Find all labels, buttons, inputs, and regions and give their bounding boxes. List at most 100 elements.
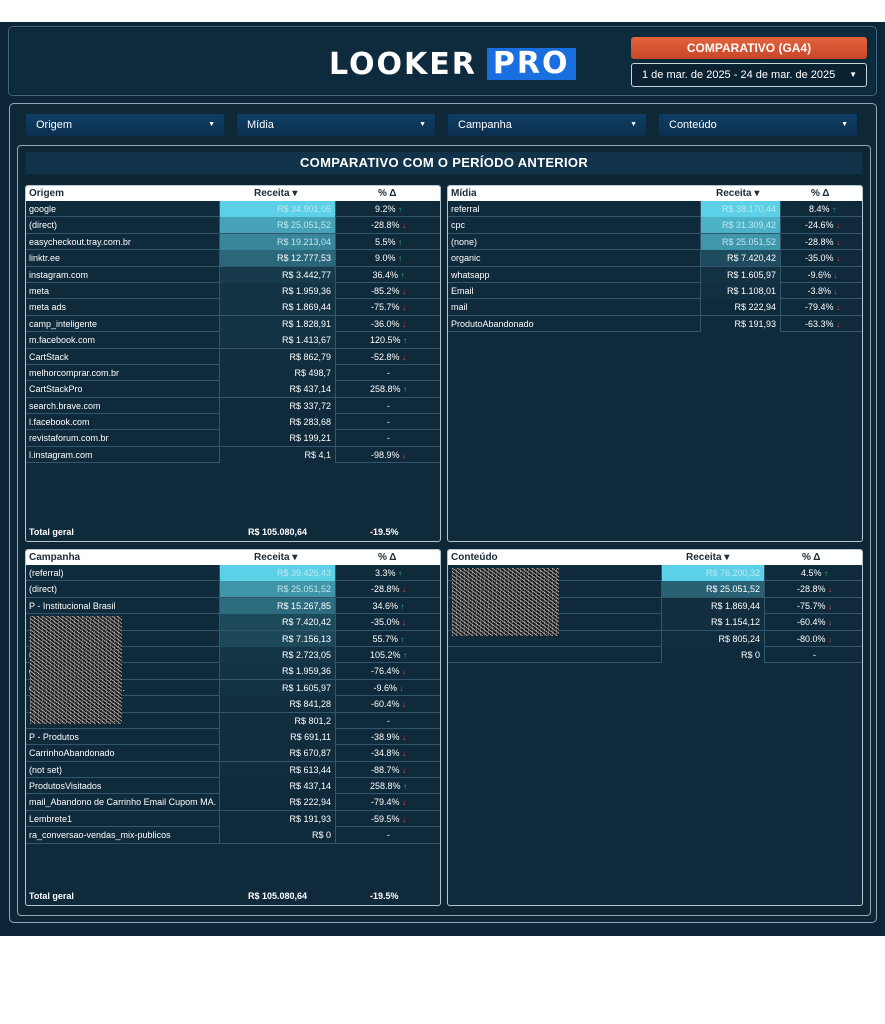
row-delta-value: 258.8% bbox=[369, 781, 401, 792]
table-row[interactable]: (referral) R$ 39.426,43 3.3% ↑ bbox=[26, 565, 440, 582]
filter-conteudo[interactable]: Conteúdo ▼ bbox=[659, 114, 857, 136]
table-row[interactable]: CartStack R$ 862,79 -52.8% ↓ bbox=[26, 348, 440, 365]
row-delta-value: -52.8% bbox=[370, 351, 400, 362]
filter-campanha[interactable]: Campanha ▼ bbox=[448, 114, 646, 136]
filter-origem[interactable]: Origem ▼ bbox=[26, 114, 224, 136]
table-row[interactable]: P - Institucional Brasil R$ 15.267,85 34.6… bbox=[26, 597, 440, 615]
filter-midia[interactable]: Mídia ▼ bbox=[237, 114, 435, 136]
row-dimension: (direct) bbox=[29, 584, 58, 595]
row-dimension: m.facebook.com bbox=[29, 335, 96, 346]
row-delta-value: -88.7% bbox=[370, 764, 400, 775]
row-delta-value: -79.4% bbox=[370, 797, 400, 808]
row-dimension: instagram.com bbox=[29, 269, 89, 280]
table-row[interactable]: R$ 801,2 - bbox=[26, 712, 440, 729]
arrow-up-icon: ↑ bbox=[824, 569, 829, 578]
row-revenue: R$ 1.605,97 bbox=[700, 266, 780, 283]
arrow-up-icon: ↑ bbox=[403, 385, 408, 395]
table-row[interactable]: R$ 7.420,42 -35.0% ↓ bbox=[26, 614, 440, 631]
table-row[interactable]: R$ 25.051,52 -28.8% ↓ bbox=[448, 581, 862, 598]
row-delta: - bbox=[335, 827, 440, 844]
row-delta: -28.8% ↓ bbox=[335, 581, 440, 598]
row-dimension: google bbox=[29, 204, 57, 214]
table-row[interactable]: l.facebook.com R$ 283,68 - bbox=[26, 414, 440, 431]
table-row[interactable]: mail R$ 222,94 -79.4% ↓ bbox=[448, 299, 862, 316]
table-header: Conteúdo Receita ▾ % Δ bbox=[448, 550, 862, 565]
table-row[interactable]: instagram.com R$ 3.442,77 36.4% ↑ bbox=[26, 266, 440, 283]
revenue-column-header[interactable]: Receita ▾ bbox=[254, 188, 298, 199]
total-revenue: R$ 105.080,64 bbox=[248, 527, 308, 537]
table-row[interactable]: search.brave.com R$ 337,72 - bbox=[26, 397, 440, 415]
delta-column-header[interactable]: % Δ bbox=[378, 552, 397, 563]
looker-pro-logo: LOOKER PRO bbox=[329, 45, 576, 83]
table-row[interactable]: P - Produtos R$ 691,11 -38.9% ↓ bbox=[26, 728, 440, 746]
delta-column-header[interactable]: % Δ bbox=[802, 552, 821, 563]
table-row[interactable]: google R$ 34.901,05 9.2% ↑ bbox=[26, 201, 440, 218]
dim-column-header[interactable]: Campanha bbox=[29, 552, 81, 563]
table-row[interactable]: Email R$ 1.108,01 -3.8% ↓ bbox=[448, 282, 862, 300]
revenue-column-header[interactable]: Receita ▾ bbox=[254, 552, 298, 563]
row-delta-value: 105.2% bbox=[369, 649, 401, 660]
table-row[interactable]: meta R$ 1.959,36 -85.2% ↓ bbox=[26, 282, 440, 300]
row-delta: 258.8% ↑ bbox=[335, 381, 440, 398]
table-row[interactable]: ProdutoAbandonado R$ 191,93 -63.3% ↓ bbox=[448, 315, 862, 333]
table-row[interactable]: R$ 1.154,12 -60.4% ↓ bbox=[448, 614, 862, 631]
table-row[interactable]: l.instagram.com R$ 4,1 -98.9% ↓ bbox=[26, 446, 440, 464]
row-delta-value: - bbox=[387, 715, 390, 726]
row-delta-value: -36.0% bbox=[370, 318, 400, 329]
revenue-column-header[interactable]: Receita ▾ bbox=[716, 188, 760, 199]
row-revenue: R$ 2.723,05 bbox=[219, 646, 335, 663]
table-row[interactable]: easycheckout.tray.com.br R$ 19.213,04 5.5%… bbox=[26, 233, 440, 251]
revenue-column-header[interactable]: Receita ▾ bbox=[686, 552, 730, 563]
row-delta-value: -35.0% bbox=[370, 617, 400, 628]
table-row[interactable]: linktr.ee R$ 12.777,53 9.0% ↑ bbox=[26, 250, 440, 267]
table-row[interactable]: CarrinhoAbandonado R$ 670,87 -34.8% ↓ bbox=[26, 745, 440, 762]
row-dimension: CartStack bbox=[29, 351, 69, 362]
redacted-block bbox=[30, 616, 122, 724]
row-delta: -76.4% ↓ bbox=[335, 663, 440, 680]
table-row[interactable]: whatsapp R$ 1.605,97 -9.6% ↓ bbox=[448, 266, 862, 283]
table-row[interactable]: R$ 0 - bbox=[448, 646, 862, 664]
row-revenue: R$ 7.420,42 bbox=[700, 250, 780, 267]
table-row[interactable]: organic R$ 7.420,42 -35.0% ↓ bbox=[448, 250, 862, 267]
comparison-button[interactable]: COMPARATIVO (GA4) bbox=[631, 37, 867, 59]
table-row[interactable]: (direct) R$ 25.051,52 -28.8% ↓ bbox=[26, 217, 440, 234]
table-row[interactable]: (direct) R$ 25.051,52 -28.8% ↓ bbox=[26, 581, 440, 598]
table-row[interactable]: R$ 1.869,44 -75.7% ↓ bbox=[448, 597, 862, 615]
row-delta: 5.5% ↑ bbox=[335, 233, 440, 250]
row-revenue: R$ 1.605,97 bbox=[219, 679, 335, 696]
table-row[interactable]: meta ads R$ 1.869,44 -75.7% ↓ bbox=[26, 299, 440, 316]
table-row[interactable]: m.facebook.com R$ 1.413,67 120.5% ↑ bbox=[26, 332, 440, 349]
table-row[interactable]: ProdutosVisitados R$ 437,14 258.8% ↑ bbox=[26, 778, 440, 795]
date-range-selector[interactable]: 1 de mar. de 2025 - 24 de mar. de 2025 ▼ bbox=[631, 63, 867, 87]
table-row[interactable]: R$ 841,28 -60.4% ↓ bbox=[26, 696, 440, 713]
row-dimension: cpc bbox=[451, 220, 466, 231]
row-revenue: R$ 0 bbox=[219, 827, 335, 844]
table-row[interactable]: R$ 76.200,32 4.5% ↑ bbox=[448, 565, 862, 582]
table-row[interactable]: cpc R$ 31.309,42 -24.6% ↓ bbox=[448, 217, 862, 234]
table-row[interactable]: revistaforum.com.br R$ 199,21 - bbox=[26, 430, 440, 447]
table-row[interactable]: CartStackPro R$ 437,14 258.8% ↑ bbox=[26, 381, 440, 398]
table-row[interactable]: (not set) R$ 613,44 -88.7% ↓ bbox=[26, 761, 440, 779]
table-row[interactable]: R$ 805,24 -80.0% ↓ bbox=[448, 630, 862, 647]
arrow-down-icon: ↓ bbox=[402, 303, 407, 313]
table-row[interactable]: (none) R$ 25.051,52 -28.8% ↓ bbox=[448, 233, 862, 251]
table-row[interactable]: mail_Abandono de Carrinho Email Cupom MA… bbox=[26, 794, 440, 811]
row-dimension: ProdutosVisitados bbox=[29, 781, 102, 792]
table-row[interactable]: ra_conversao-vendas_mix-publicos R$ 0 - bbox=[26, 827, 440, 844]
row-delta-value: -35.0% bbox=[804, 253, 834, 264]
table-row[interactable]: referral R$ 38.170,44 8.4% ↑ bbox=[448, 201, 862, 218]
dashboard: LOOKER PRO COMPARATIVO (GA4) 1 de mar. d… bbox=[0, 22, 885, 936]
delta-column-header[interactable]: % Δ bbox=[811, 188, 830, 199]
table-row[interactable]: camp_inteligente R$ 1.828,91 -36.0% ↓ bbox=[26, 315, 440, 333]
delta-column-header[interactable]: % Δ bbox=[378, 188, 397, 199]
row-delta-value: -80.0% bbox=[796, 633, 826, 644]
dim-column-header[interactable]: Mídia bbox=[451, 188, 477, 199]
table-row[interactable]: melhorcomprar.com.br R$ 498,7 - bbox=[26, 364, 440, 382]
arrow-down-icon: ↓ bbox=[402, 749, 407, 759]
dim-column-header[interactable]: Origem bbox=[29, 188, 65, 199]
row-delta-value: 5.5% bbox=[374, 236, 396, 247]
dim-column-header[interactable]: Conteúdo bbox=[451, 552, 498, 563]
chevron-down-icon: ▼ bbox=[208, 121, 215, 128]
table-row[interactable]: Lembrete1 R$ 191,93 -59.5% ↓ bbox=[26, 810, 440, 828]
row-delta: 3.3% ↑ bbox=[335, 565, 440, 581]
